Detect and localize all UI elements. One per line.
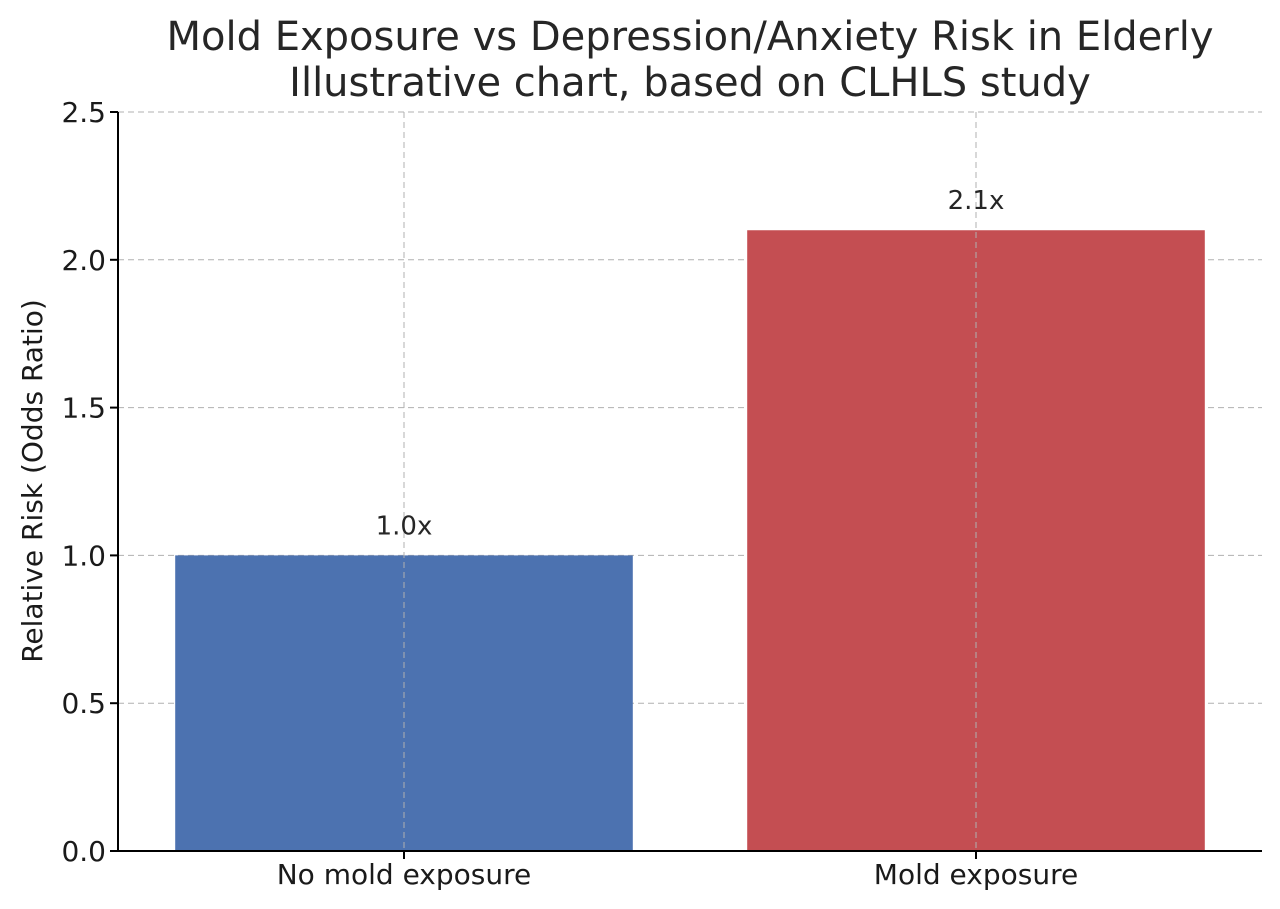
y-tick-label: 0.0 <box>61 835 106 868</box>
x-tick-label: No mold exposure <box>277 858 532 891</box>
bar-data-label: 2.1x <box>948 186 1005 216</box>
y-tick-label: 0.5 <box>61 687 106 720</box>
chart-subtitle: Illustrative chart, based on CLHLS study <box>289 60 1091 106</box>
y-axis-label: Relative Risk (Odds Ratio) <box>16 299 49 663</box>
x-ticks-layer: No mold exposure Mold exposure <box>277 851 1078 891</box>
axes-layer <box>117 112 1262 852</box>
data-labels-layer: 1.0x 2.1x <box>376 186 1005 541</box>
chart-title: Mold Exposure vs Depression/Anxiety Risk… <box>167 14 1214 60</box>
y-tick-label: 2.0 <box>61 244 106 277</box>
bar-data-label: 1.0x <box>376 511 433 541</box>
vertical-grid-layer <box>403 112 977 851</box>
y-tick-label: 1.5 <box>61 392 106 425</box>
y-tick-label: 1.0 <box>61 539 106 572</box>
bars-layer <box>175 230 1205 852</box>
y-ticks-layer: 0.0 0.5 1.0 1.5 2.0 2.5 <box>61 96 118 868</box>
x-tick-label: Mold exposure <box>874 858 1078 891</box>
y-tick-label: 2.5 <box>61 96 106 129</box>
